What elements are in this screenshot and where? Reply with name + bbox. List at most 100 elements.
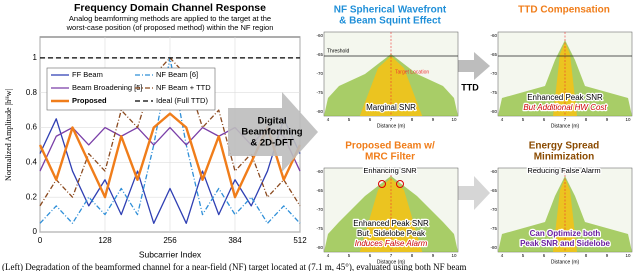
y-tick-label: -80 — [316, 109, 323, 114]
panel-caption: Enhanced Peak SNR — [353, 219, 429, 228]
x-tick-label: 5 — [522, 253, 525, 258]
y-tick-label: 1 — [33, 53, 38, 62]
x-axis-label: Distance (m) — [551, 123, 580, 129]
y-tick-label: -75 — [316, 90, 323, 95]
x-tick-label: 7 — [564, 117, 567, 122]
y-tick-label: 0.8 — [26, 88, 38, 97]
arrow-label: TTD — [461, 82, 479, 92]
panel-title: MRC Filter — [365, 152, 415, 163]
y-tick-label: -80 — [490, 245, 497, 250]
y-tick-label: -75 — [490, 226, 497, 231]
x-tick-label: 4 — [327, 253, 330, 258]
x-tick-label: 8 — [411, 117, 414, 122]
x-tick-label: 10 — [625, 117, 631, 122]
x-tick-label: 7 — [390, 253, 393, 258]
panel-note: Threshold — [327, 48, 349, 54]
panel-caption: Peak SNR and Sidelobe — [520, 239, 610, 248]
x-tick-label: 6 — [543, 253, 546, 258]
x-tick-label: 384 — [228, 236, 242, 245]
y-tick-label: -80 — [490, 109, 497, 114]
y-tick-label: -65 — [316, 188, 323, 193]
x-tick-label: 128 — [98, 236, 112, 245]
x-tick-label: 5 — [348, 253, 351, 258]
x-tick-label: 512 — [293, 236, 307, 245]
y-tick-label: 0.6 — [26, 123, 38, 132]
y-tick-label: -60 — [316, 33, 323, 38]
y-tick-label: -65 — [490, 188, 497, 193]
y-tick-label: -65 — [490, 52, 497, 57]
panel-caption: Can Optimize both — [530, 229, 601, 238]
sidelobe-marker — [396, 180, 404, 188]
x-tick-label: 10 — [625, 253, 631, 258]
y-tick-label: -70 — [490, 207, 497, 212]
panel-caption: But Additional HW Cost — [523, 103, 607, 112]
y-tick-label: 0.2 — [26, 192, 38, 201]
panel-caption: But, Sidelobe Peak — [357, 229, 426, 238]
series-line — [39, 118, 301, 224]
x-tick-label: 6 — [543, 117, 546, 122]
panel-subtitle: Reducing False Alarm — [527, 166, 600, 175]
x-tick-label: 4 — [501, 117, 504, 122]
x-tick-label: 8 — [585, 253, 588, 258]
arrow-label: & 2D-DFT — [250, 138, 293, 149]
x-tick-label: 10 — [451, 117, 457, 122]
x-axis-label: Subcarrier Index — [139, 249, 202, 259]
x-tick-label: 6 — [369, 253, 372, 258]
y-tick-label: -60 — [490, 169, 497, 174]
y-tick-label: -75 — [316, 226, 323, 231]
x-tick-label: 7 — [390, 117, 393, 122]
x-tick-label: 6 — [369, 117, 372, 122]
y-tick-label: -70 — [316, 71, 323, 76]
legend-label: Proposed — [72, 96, 107, 105]
arrow-label: Digital — [257, 116, 286, 127]
arrow — [458, 52, 490, 80]
x-tick-label: 9 — [432, 117, 435, 122]
y-tick-label: -80 — [316, 245, 323, 250]
panel-caption: Induces False Alarm — [355, 239, 428, 248]
y-tick-label: -75 — [490, 90, 497, 95]
x-tick-label: 9 — [606, 253, 609, 258]
panel-title: Energy Spread — [529, 141, 600, 152]
panel-title: Proposed Beam w/ — [345, 141, 435, 152]
x-tick-label: 7 — [564, 253, 567, 258]
arrow — [458, 176, 490, 210]
panel-note: Target Location — [395, 69, 429, 75]
arrow — [228, 92, 318, 172]
chart-title: Frequency Domain Channel Response — [74, 2, 266, 14]
panel-caption: Marginal SNR — [366, 103, 416, 112]
x-tick-label: 9 — [606, 117, 609, 122]
panel-title: Minimization — [534, 152, 595, 163]
legend-label: FF Beam — [72, 70, 103, 79]
x-axis-label: Distance (m) — [551, 259, 580, 265]
x-tick-label: 256 — [163, 236, 177, 245]
y-tick-label: -65 — [316, 52, 323, 57]
x-tick-label: 10 — [451, 253, 457, 258]
y-tick-label: 0.4 — [26, 157, 38, 166]
sidelobe-marker — [378, 180, 386, 188]
chart-subtitle: worst-case position (of proposed method)… — [66, 23, 274, 32]
x-tick-label: 5 — [522, 117, 525, 122]
x-tick-label: 4 — [327, 117, 330, 122]
legend-label: NF Beam [6] — [156, 70, 198, 79]
panel-title: NF Spherical Wavefront — [334, 5, 447, 16]
x-tick-label: 4 — [501, 253, 504, 258]
panel-title: TTD Compensation — [518, 5, 610, 16]
y-tick-label: -70 — [316, 207, 323, 212]
y-tick-label: -70 — [490, 71, 497, 76]
panel-subtitle: Enhancing SNR — [363, 166, 417, 175]
chart-subtitle: Analog beamforming methods are applied t… — [69, 14, 271, 23]
x-tick-label: 8 — [411, 253, 414, 258]
panel-title: & Beam Squint Effect — [339, 16, 441, 27]
x-tick-label: 0 — [38, 236, 43, 245]
legend-label: Beam Broadening [5] — [72, 83, 142, 92]
x-axis-label: Distance (m) — [377, 259, 406, 265]
x-tick-label: 8 — [585, 117, 588, 122]
legend-label: Ideal (Full TTD) — [156, 96, 208, 105]
y-axis-label: Normalized Amplitude |hᴴw| — [4, 89, 13, 181]
legend-box — [46, 67, 216, 111]
y-tick-label: -60 — [490, 33, 497, 38]
figure-caption: (Left) Degradation of the beamformed cha… — [2, 262, 466, 271]
x-tick-label: 5 — [348, 117, 351, 122]
y-tick-label: 0 — [33, 227, 38, 236]
